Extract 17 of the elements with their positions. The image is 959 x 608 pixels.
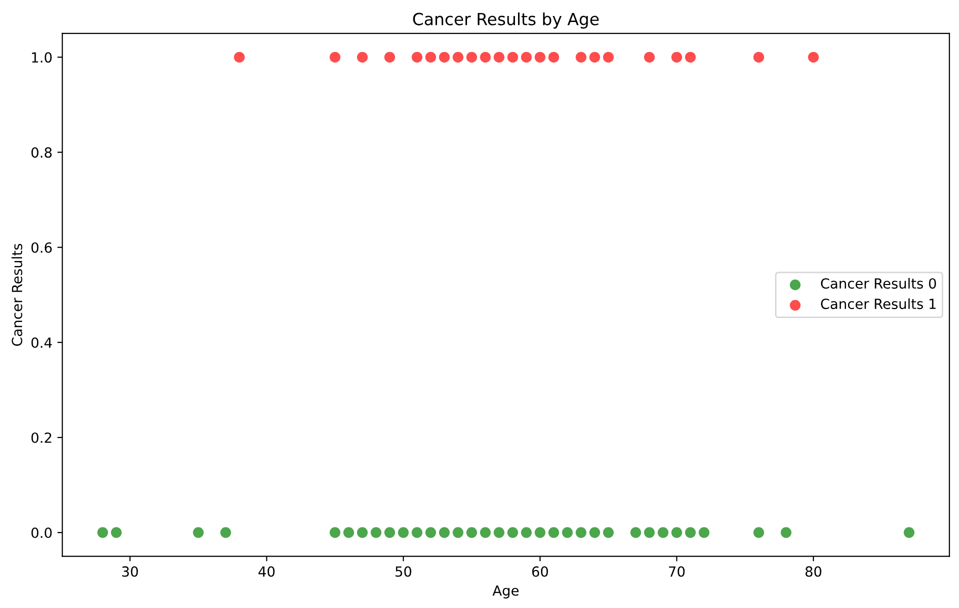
x-tick-label: 80 [806, 566, 822, 577]
y-tick-label: 0.8 [31, 147, 52, 158]
legend-label: Cancer Results 0 [820, 278, 936, 289]
x-tick-label: 30 [122, 566, 138, 577]
chart-title: Cancer Results by Age [413, 12, 599, 29]
y-tick-label: 1.0 [32, 52, 52, 63]
x-tick-label: 70 [669, 566, 685, 577]
y-tick-label: 0.0 [31, 528, 52, 538]
y-tick-label: 0.6 [31, 242, 52, 253]
y-tick-label: 0.2 [31, 432, 52, 443]
y-axis-title: Cancer Results [12, 244, 22, 346]
x-tick-label: 40 [258, 566, 275, 577]
y-tick-label: 0.4 [31, 337, 52, 348]
x-tick-label: 60 [532, 566, 548, 577]
legend-label: Cancer Results 1 [820, 298, 936, 310]
x-axis-title: Age [492, 585, 519, 598]
x-tick-label: 50 [396, 566, 412, 577]
